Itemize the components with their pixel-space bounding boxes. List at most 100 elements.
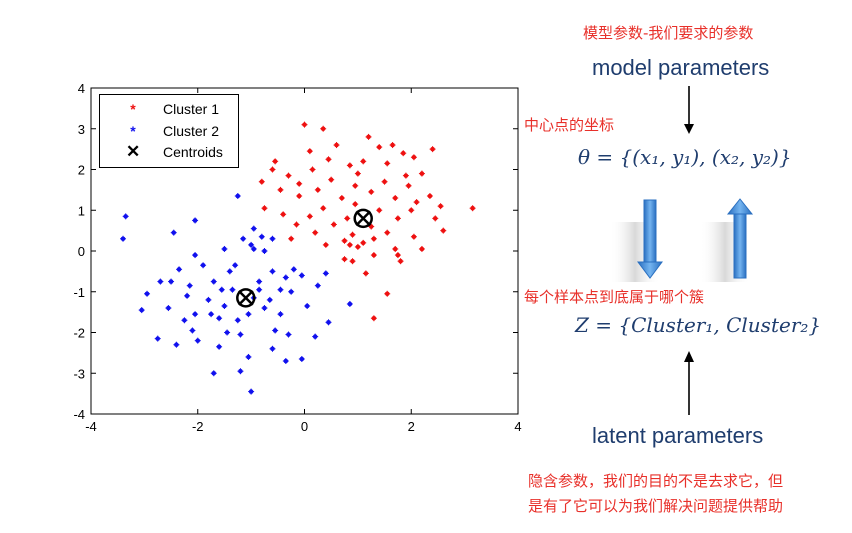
cluster-1-point <box>349 258 356 265</box>
cluster-2-point <box>298 272 305 279</box>
centroid-marker <box>353 208 373 229</box>
cluster-2-point <box>205 296 212 303</box>
cluster-1-point <box>277 186 284 193</box>
cluster-2-point <box>208 311 215 318</box>
y-tick-label: -4 <box>73 407 85 422</box>
cluster-1-point <box>360 158 367 165</box>
cluster-2-point <box>258 233 265 240</box>
cluster-2-point <box>314 282 321 289</box>
cluster-1-point <box>301 121 308 128</box>
legend-item-cluster-1: * Cluster 1 <box>100 101 238 119</box>
cluster-1-point <box>258 178 265 185</box>
cluster-2-point <box>221 303 228 310</box>
cluster-1-point <box>322 241 329 248</box>
cluster-1-point <box>338 195 345 202</box>
cluster-1-point <box>320 125 327 132</box>
cluster-2-point <box>192 252 199 259</box>
cluster-2-point <box>248 388 255 395</box>
cluster-2-point <box>221 245 228 252</box>
cluster-1-point <box>314 186 321 193</box>
cluster-1-point <box>333 142 340 149</box>
cluster-2-point <box>192 311 199 318</box>
cluster-1-point <box>330 221 337 228</box>
cluster-1-point <box>394 252 401 259</box>
cluster-1-point <box>325 156 332 163</box>
cluster-1-point <box>469 205 476 212</box>
cluster-2-point <box>138 307 145 314</box>
cluster-2-point <box>168 278 175 285</box>
model-to-theta-arrowhead <box>684 124 694 134</box>
cluster-1-point <box>384 290 391 297</box>
cluster-2-point <box>200 262 207 269</box>
latent-to-z-arrowhead <box>684 351 694 362</box>
cluster-2-point <box>256 278 263 285</box>
cluster-2-point <box>218 286 225 293</box>
legend-item-cluster-2: * Cluster 2 <box>100 123 238 141</box>
cluster-1-point <box>296 180 303 187</box>
cluster-1-point <box>389 142 396 149</box>
cluster-1-point <box>402 172 409 179</box>
cluster-2-point <box>269 345 276 352</box>
cluster-2-point <box>234 317 241 324</box>
model-parameters-note: 模型参数-我们要求的参数 <box>583 24 754 42</box>
cluster-1-point <box>432 215 439 222</box>
cluster-1-point <box>349 231 356 238</box>
y-tick-label: -3 <box>73 366 85 381</box>
cluster-1-point <box>288 235 295 242</box>
hidden-params-note-line1: 隐含参数，我们的目的不是去求它，但 <box>528 472 784 490</box>
cluster-2-point <box>170 229 177 236</box>
cluster-1-point <box>384 160 391 167</box>
cluster-1-point <box>309 166 316 173</box>
y-tick-label: 0 <box>78 244 85 259</box>
centroid-markers <box>236 208 373 308</box>
cluster-1-point <box>413 199 420 206</box>
cluster-2-point <box>277 311 284 318</box>
cluster-2-point <box>226 268 233 275</box>
cluster-1-point <box>368 188 375 195</box>
cluster-1-point <box>306 148 313 155</box>
cluster-2-point <box>266 296 273 303</box>
cluster-2-point <box>261 305 268 312</box>
cluster-2-point <box>269 235 276 242</box>
cluster-2-point <box>186 282 193 289</box>
cluster-2-point <box>256 286 263 293</box>
cluster-2-point <box>290 266 297 273</box>
cluster-1-point <box>280 211 287 218</box>
cluster-2-point <box>210 370 217 377</box>
x-tick-label: -4 <box>85 419 97 434</box>
x-tick-label: 2 <box>408 419 415 434</box>
centroid-marker <box>236 288 256 308</box>
cluster-1-point <box>306 213 313 220</box>
y-tick-label: 3 <box>78 122 85 137</box>
y-tick-label: -2 <box>73 326 85 341</box>
cluster-2-point <box>240 235 247 242</box>
cluster-2-marker: * <box>130 123 136 139</box>
which-cluster-note: 每个样本点到底属于哪个簇 <box>524 288 705 306</box>
cluster-2-point <box>346 300 353 307</box>
axis-ticks <box>90 87 519 415</box>
cluster-2-point <box>194 337 201 344</box>
axis-tick-labels: -4 -2 0 2 4 4 3 2 1 0 -1 -2 -3 -4 <box>73 81 521 434</box>
x-tick-label: 4 <box>514 419 521 434</box>
cluster-1-point <box>370 315 377 322</box>
cluster-2-point <box>245 353 252 360</box>
hidden-params-note-line2: 是有了它可以为我们解决问题提供帮助 <box>528 497 784 515</box>
cluster-1-point <box>346 162 353 169</box>
cluster-2-point <box>298 355 305 362</box>
cluster-2-point <box>144 290 151 297</box>
cluster-2-point <box>250 245 257 252</box>
cluster-2-point <box>176 266 183 273</box>
cluster-1-point <box>429 146 436 153</box>
cluster-1-point <box>261 205 268 212</box>
cluster-1-point <box>328 176 335 183</box>
cluster-2-point <box>210 278 217 285</box>
cluster-2-point <box>277 286 284 293</box>
down-arrow <box>637 199 663 279</box>
cluster-2-point <box>237 368 244 375</box>
cluster-2-point <box>189 327 196 334</box>
cluster-2-point <box>229 286 236 293</box>
cluster-1-point <box>352 201 359 208</box>
center-coords-note: 中心点的坐标 <box>524 116 615 134</box>
cluster-2-point <box>248 241 255 248</box>
cluster-1-point <box>440 227 447 234</box>
